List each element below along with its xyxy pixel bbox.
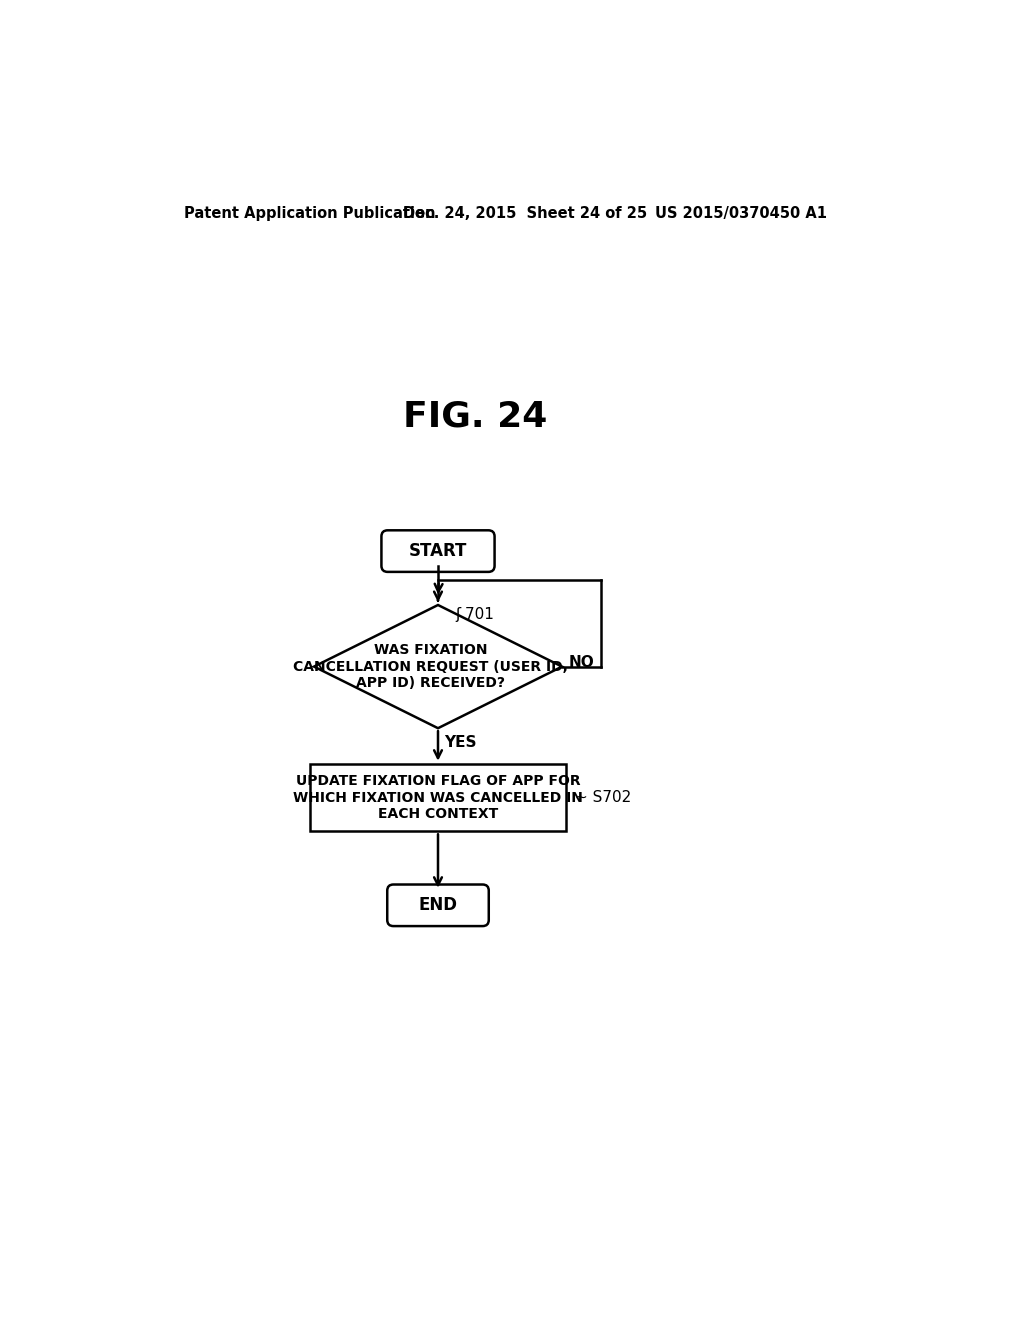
- FancyBboxPatch shape: [387, 884, 488, 927]
- Text: START: START: [409, 543, 467, 560]
- Polygon shape: [314, 605, 562, 729]
- Text: YES: YES: [444, 734, 477, 750]
- Text: Patent Application Publication: Patent Application Publication: [183, 206, 435, 222]
- Text: ∼ S702: ∼ S702: [575, 789, 632, 805]
- Text: UPDATE FIXATION FLAG OF APP FOR
WHICH FIXATION WAS CANCELLED IN
EACH CONTEXT: UPDATE FIXATION FLAG OF APP FOR WHICH FI…: [293, 775, 583, 821]
- Text: Dec. 24, 2015  Sheet 24 of 25: Dec. 24, 2015 Sheet 24 of 25: [403, 206, 647, 222]
- Bar: [310, 763, 566, 832]
- FancyBboxPatch shape: [381, 531, 495, 572]
- Text: NO: NO: [568, 655, 594, 671]
- Text: ʃ 701: ʃ 701: [455, 607, 494, 622]
- Text: FIG. 24: FIG. 24: [403, 400, 548, 433]
- Text: US 2015/0370450 A1: US 2015/0370450 A1: [655, 206, 827, 222]
- Text: WAS FIXATION
CANCELLATION REQUEST (USER ID,
APP ID) RECEIVED?: WAS FIXATION CANCELLATION REQUEST (USER …: [293, 643, 567, 690]
- Text: END: END: [419, 896, 458, 915]
